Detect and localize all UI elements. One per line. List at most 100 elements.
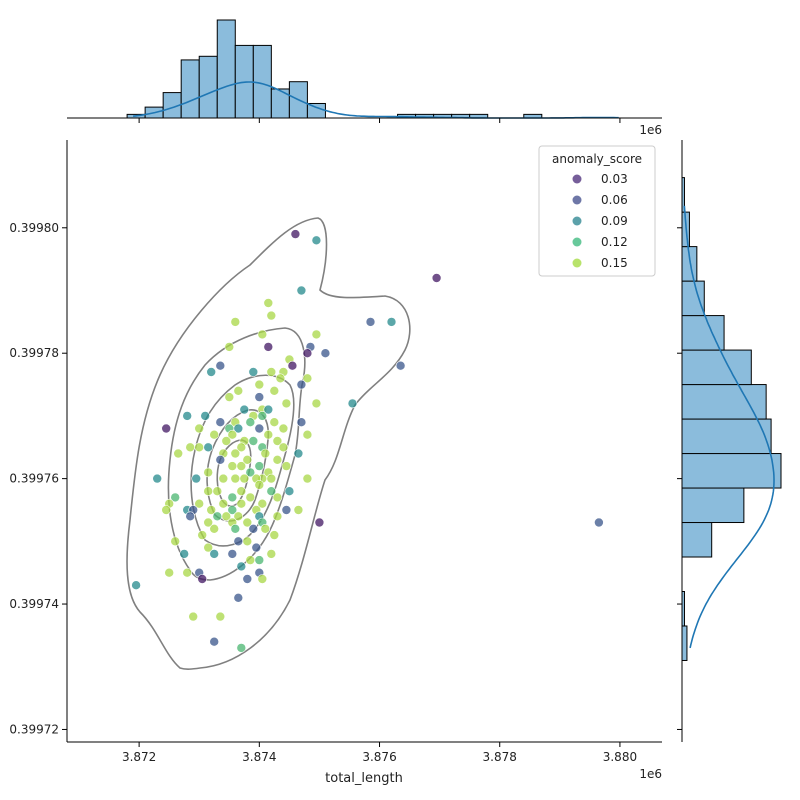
scatter-point	[233, 536, 244, 547]
legend-marker	[572, 216, 582, 226]
scatter-point	[293, 448, 304, 459]
scatter-point	[185, 442, 195, 453]
scatter-point	[236, 498, 247, 509]
scatter-point	[209, 429, 219, 440]
scatter-point	[365, 317, 376, 327]
scatter-point	[194, 442, 204, 453]
scatter-point	[269, 385, 280, 396]
x-offset-label: 1e6	[639, 767, 662, 781]
scatter-point	[233, 511, 244, 522]
scatter-point	[221, 511, 232, 522]
scatter-point	[194, 498, 204, 509]
scatter-point	[311, 329, 322, 340]
scatter-point	[257, 574, 268, 584]
scatter-point	[266, 473, 277, 484]
scatter-point	[278, 442, 289, 453]
scatter-point	[224, 342, 235, 352]
scatter-point	[131, 580, 141, 591]
scatter-point	[254, 423, 265, 434]
scatter-point	[290, 229, 301, 239]
scatter-panel: 3.872 3.874 3.876 3.878 3.880 0.39972 0.39974…	[9, 140, 662, 786]
scatter-point	[257, 329, 268, 340]
scatter-point	[263, 298, 274, 308]
scatter-point	[263, 404, 274, 415]
scatter-point	[212, 511, 223, 522]
scatter-point	[284, 486, 295, 497]
scatter-point	[293, 505, 304, 515]
scatter-point	[272, 511, 283, 522]
scatter-point	[182, 411, 192, 421]
scatter-point	[170, 492, 180, 503]
scatter-point	[218, 473, 229, 484]
scatter-point	[182, 567, 192, 578]
scatter-point	[227, 505, 238, 515]
legend: anomaly_score 0.03 0.06 0.09 0.12 0.15	[538, 145, 656, 277]
scatter-point	[230, 448, 241, 459]
scatter-point	[224, 392, 235, 402]
scatter-point	[272, 492, 283, 503]
legend-label: 0.15	[601, 256, 628, 270]
scatter-point	[230, 473, 241, 484]
legend-marker	[572, 258, 582, 268]
scatter-point	[242, 536, 253, 547]
scatter-point	[347, 398, 358, 409]
scatter-point	[254, 555, 265, 565]
scatter-point	[239, 473, 250, 484]
scatter-point	[185, 511, 195, 522]
x-tick-label: 3.876	[362, 750, 396, 764]
scatter-point	[227, 461, 238, 471]
scatter-point	[227, 492, 238, 503]
x-tick-label: 3.878	[483, 750, 517, 764]
scatter-point	[206, 505, 216, 515]
scatter-point	[254, 379, 265, 390]
scatter-point	[188, 611, 198, 622]
scatter-point	[164, 567, 174, 578]
scatter-point	[218, 498, 229, 509]
scatter-point	[281, 398, 292, 409]
x-tick-label: 3.872	[122, 750, 156, 764]
scatter-point	[203, 486, 213, 497]
scatter-point	[161, 505, 171, 515]
scatter-point	[275, 373, 286, 384]
scatter-point	[236, 643, 247, 653]
scatter-point	[236, 461, 247, 471]
right-histogram-bar	[681, 418, 772, 455]
scatter-point	[320, 348, 331, 359]
scatter-point	[230, 317, 241, 327]
right-histogram-bar	[681, 487, 745, 524]
kde-contours	[126, 217, 411, 670]
scatter-point	[254, 480, 265, 490]
scatter-point	[161, 423, 171, 434]
scatter-point	[215, 360, 226, 371]
scatter-point	[266, 367, 277, 377]
y-tick-label: 0.39974	[9, 597, 59, 611]
scatter-point	[278, 423, 289, 434]
scatter-point	[272, 454, 283, 465]
scatter-point	[236, 442, 247, 453]
scatter-point	[302, 473, 313, 484]
scatter-point	[302, 429, 313, 440]
scatter-point	[386, 317, 397, 327]
scatter-point	[254, 461, 265, 471]
scatter-point	[302, 373, 313, 384]
kde-contour-3	[190, 374, 295, 547]
scatter-point	[266, 486, 277, 497]
legend-title: anomaly_score	[552, 152, 642, 166]
scatter-point	[212, 486, 223, 497]
y-tick-label: 0.39976	[9, 472, 59, 486]
top-offset-label: 1e6	[639, 123, 662, 137]
y-tick-label: 0.39978	[9, 346, 59, 360]
top-marginal-histogram: 1e6	[67, 19, 662, 137]
scatter-point	[236, 486, 247, 497]
scatter-point	[194, 423, 204, 434]
x-axis-label: total_length	[325, 771, 403, 786]
legend-box	[538, 145, 656, 277]
scatter-point	[245, 555, 256, 565]
scatter-point	[263, 429, 274, 440]
legend-label: 0.03	[601, 172, 628, 186]
legend-marker	[572, 195, 582, 205]
scatter-point	[173, 448, 183, 459]
scatter-point	[296, 417, 307, 428]
right-histogram-bar	[681, 280, 705, 317]
